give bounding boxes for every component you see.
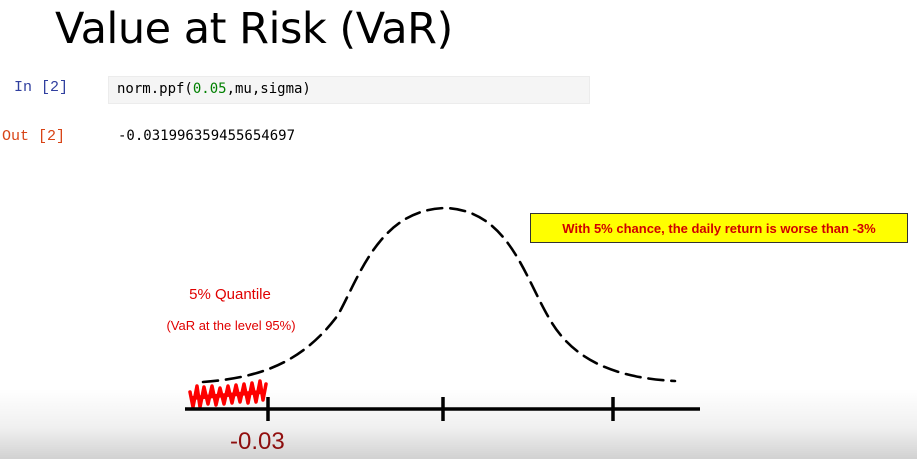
callout-box: With 5% chance, the daily return is wors… bbox=[530, 213, 908, 243]
quantile-label: 5% Quantile bbox=[189, 286, 271, 303]
slide-title: Value at Risk (VaR) bbox=[55, 4, 453, 54]
bell-curve bbox=[201, 206, 677, 384]
code-number: 0.05 bbox=[192, 81, 227, 97]
axis-tick-label: -0.03 bbox=[230, 428, 285, 455]
output-value: -0.031996359455654697 bbox=[118, 128, 296, 144]
tail-scribble-fill bbox=[191, 390, 263, 400]
tail-scribble bbox=[188, 379, 268, 409]
code-cell[interactable]: norm.ppf(0.05,mu,sigma) bbox=[108, 76, 590, 104]
code-suffix: ,mu,sigma) bbox=[226, 81, 311, 97]
input-prompt: In [2] bbox=[14, 79, 69, 96]
output-prompt: Out [2] bbox=[2, 128, 66, 145]
code-prefix: norm.ppf( bbox=[117, 81, 193, 97]
var-level-label: (VaR at the level 95%) bbox=[166, 318, 296, 333]
